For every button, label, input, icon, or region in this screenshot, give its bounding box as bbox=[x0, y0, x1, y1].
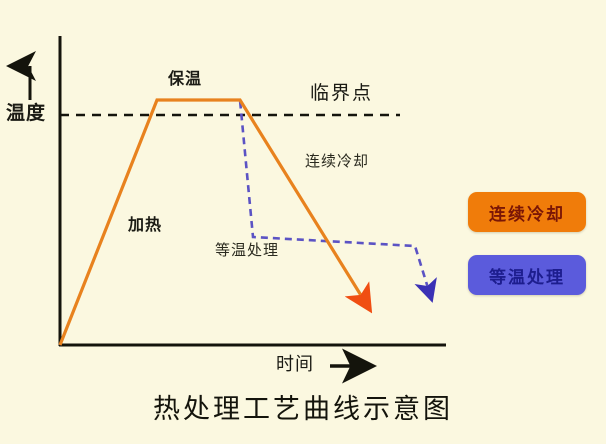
isothermal-curve bbox=[58, 98, 437, 346]
continuous-cooling-curve bbox=[58, 98, 373, 346]
axis-lines bbox=[58, 36, 446, 347]
figure-title: 热处理工艺曲线示意图 bbox=[153, 394, 453, 424]
legend-item-continuous-cooling: 连续冷却 bbox=[468, 192, 586, 232]
annotation-heating: 加热 bbox=[128, 217, 163, 234]
x-axis-label: 时间 bbox=[276, 354, 314, 374]
legend-label-isothermal: 等温处理 bbox=[489, 267, 565, 287]
annotation-continuous-cooling: 连续冷却 bbox=[305, 154, 370, 170]
annotation-isothermal: 等温处理 bbox=[215, 243, 280, 259]
legend-item-isothermal: 等温处理 bbox=[468, 255, 586, 295]
legend-label-continuous-cooling: 连续冷却 bbox=[489, 204, 565, 224]
annotation-critical-point: 临界点 bbox=[310, 83, 374, 104]
y-axis-label: 温度 bbox=[6, 103, 47, 124]
legend: 连续冷却 等温处理 bbox=[468, 192, 594, 295]
annotation-holding: 保温 bbox=[168, 71, 203, 88]
